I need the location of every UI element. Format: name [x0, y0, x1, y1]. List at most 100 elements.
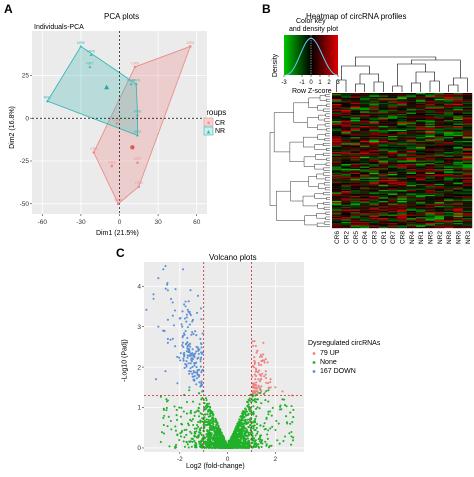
heatmap-cell — [341, 102, 351, 105]
heatmap-cell — [434, 140, 445, 143]
heatmap-cell — [341, 172, 351, 175]
volcano-point-none — [267, 413, 270, 416]
heatmap-cell — [406, 147, 417, 149]
volcano-point-none — [230, 446, 233, 449]
heatmap-cell — [444, 215, 454, 218]
volcano-point-up — [254, 392, 257, 395]
row-dendrogram-link — [323, 202, 330, 205]
volcano-legend-up: 79 UP — [320, 350, 340, 357]
heatmap-cell — [416, 221, 426, 224]
volcano-point-none — [267, 429, 270, 432]
heatmap-cell — [416, 210, 426, 213]
heatmap-cell — [416, 183, 426, 186]
heatmap-cell — [360, 169, 370, 171]
heatmap-cell — [434, 123, 445, 126]
volcano-point-none — [175, 408, 178, 412]
heatmap-cell — [444, 199, 454, 202]
heatmap-cell — [388, 171, 398, 173]
heatmap-cell — [406, 153, 417, 155]
heatmap-cell — [341, 215, 351, 218]
heatmap-cell — [444, 99, 454, 101]
volcano-point-none — [269, 427, 272, 430]
heatmap-cell — [434, 176, 445, 178]
heatmap-cell — [360, 93, 370, 95]
volcano-point-down — [152, 297, 155, 300]
heatmap-cell — [434, 113, 445, 116]
heatmap-cell — [444, 151, 454, 154]
heatmap-cell — [332, 167, 342, 170]
heatmap-cell — [369, 209, 379, 212]
heatmap-cell — [406, 221, 417, 224]
heatmap-cell — [350, 205, 361, 208]
heatmap-cell — [388, 194, 398, 197]
volcano-point-none — [165, 398, 168, 401]
heatmap-cell — [425, 108, 435, 111]
heatmap-cell — [462, 186, 473, 188]
pca-point-label: NR6 — [134, 109, 142, 113]
heatmap-cell — [360, 106, 370, 108]
heatmap-cell — [332, 95, 342, 97]
heatmap-cell — [425, 131, 435, 133]
volcano-point-up — [258, 373, 261, 376]
heatmap-cell — [434, 115, 445, 117]
heatmap-cell — [397, 164, 407, 166]
volcano-point-none — [262, 425, 265, 428]
heatmap-cell — [341, 203, 351, 205]
heatmap-cell — [360, 112, 370, 115]
heatmap-cell — [350, 93, 361, 95]
volcano-point-none — [215, 442, 218, 445]
heatmap-cell — [425, 158, 435, 160]
heatmap-cell — [444, 180, 454, 182]
heatmap-cell — [360, 180, 370, 182]
heatmap-cell — [453, 161, 463, 164]
heatmap-cell — [425, 176, 435, 178]
heatmap-cell — [416, 93, 426, 95]
row-dendrogram-link — [276, 190, 305, 221]
heatmap-cell — [462, 196, 473, 198]
volcano-point-none — [208, 426, 211, 429]
heatmap-cell — [444, 113, 454, 116]
heatmap-cell — [360, 133, 370, 135]
volcano-point-down — [179, 352, 182, 355]
volcano-point-none — [210, 426, 213, 429]
heatmap-cell — [369, 226, 379, 229]
heatmap-cell — [332, 117, 342, 119]
heatmap-cell — [462, 133, 473, 135]
heatmap-cell — [360, 166, 370, 169]
volcano-point-down — [171, 314, 174, 317]
heatmap-cell — [369, 153, 379, 155]
heatmap-cell — [425, 94, 435, 96]
pca-title: PCA plots — [104, 12, 140, 21]
heatmap-cell — [434, 199, 445, 202]
heatmap-cell — [406, 111, 417, 113]
heatmap-cell — [341, 198, 351, 200]
heatmap-cell — [369, 155, 379, 158]
heatmap-cell — [453, 115, 463, 117]
heatmap-cell — [378, 174, 389, 176]
heatmap-cell — [360, 177, 370, 180]
heatmap-cell — [341, 214, 351, 216]
heatmap-cell — [350, 118, 361, 121]
heatmap-cell — [388, 226, 398, 229]
legend-key-nr — [203, 126, 214, 136]
volcano-xtick-label: 0 — [226, 456, 230, 463]
heatmap-cell — [444, 183, 454, 186]
heatmap-cell — [397, 188, 407, 191]
heatmap-cell — [444, 115, 454, 117]
heatmap-cell — [406, 162, 417, 165]
heatmap-cell — [453, 127, 463, 129]
volcano-ytick-label: 2 — [137, 364, 141, 371]
heatmap-cell — [444, 174, 454, 176]
heatmap-cell — [369, 148, 379, 150]
volcano-point-down — [200, 371, 203, 374]
heatmap-cell — [388, 189, 398, 192]
heatmap-cell — [397, 131, 407, 133]
heatmap-cell — [444, 221, 454, 224]
volcano-point-up — [257, 384, 260, 387]
heatmap-cell — [453, 142, 463, 144]
volcano-point-none — [159, 395, 162, 398]
heatmap-cell — [332, 218, 342, 220]
column-dendrogram — [336, 56, 468, 92]
heatmap-title: Heatmap of circRNA profiles — [306, 12, 407, 21]
heatmap-cell — [350, 106, 361, 108]
